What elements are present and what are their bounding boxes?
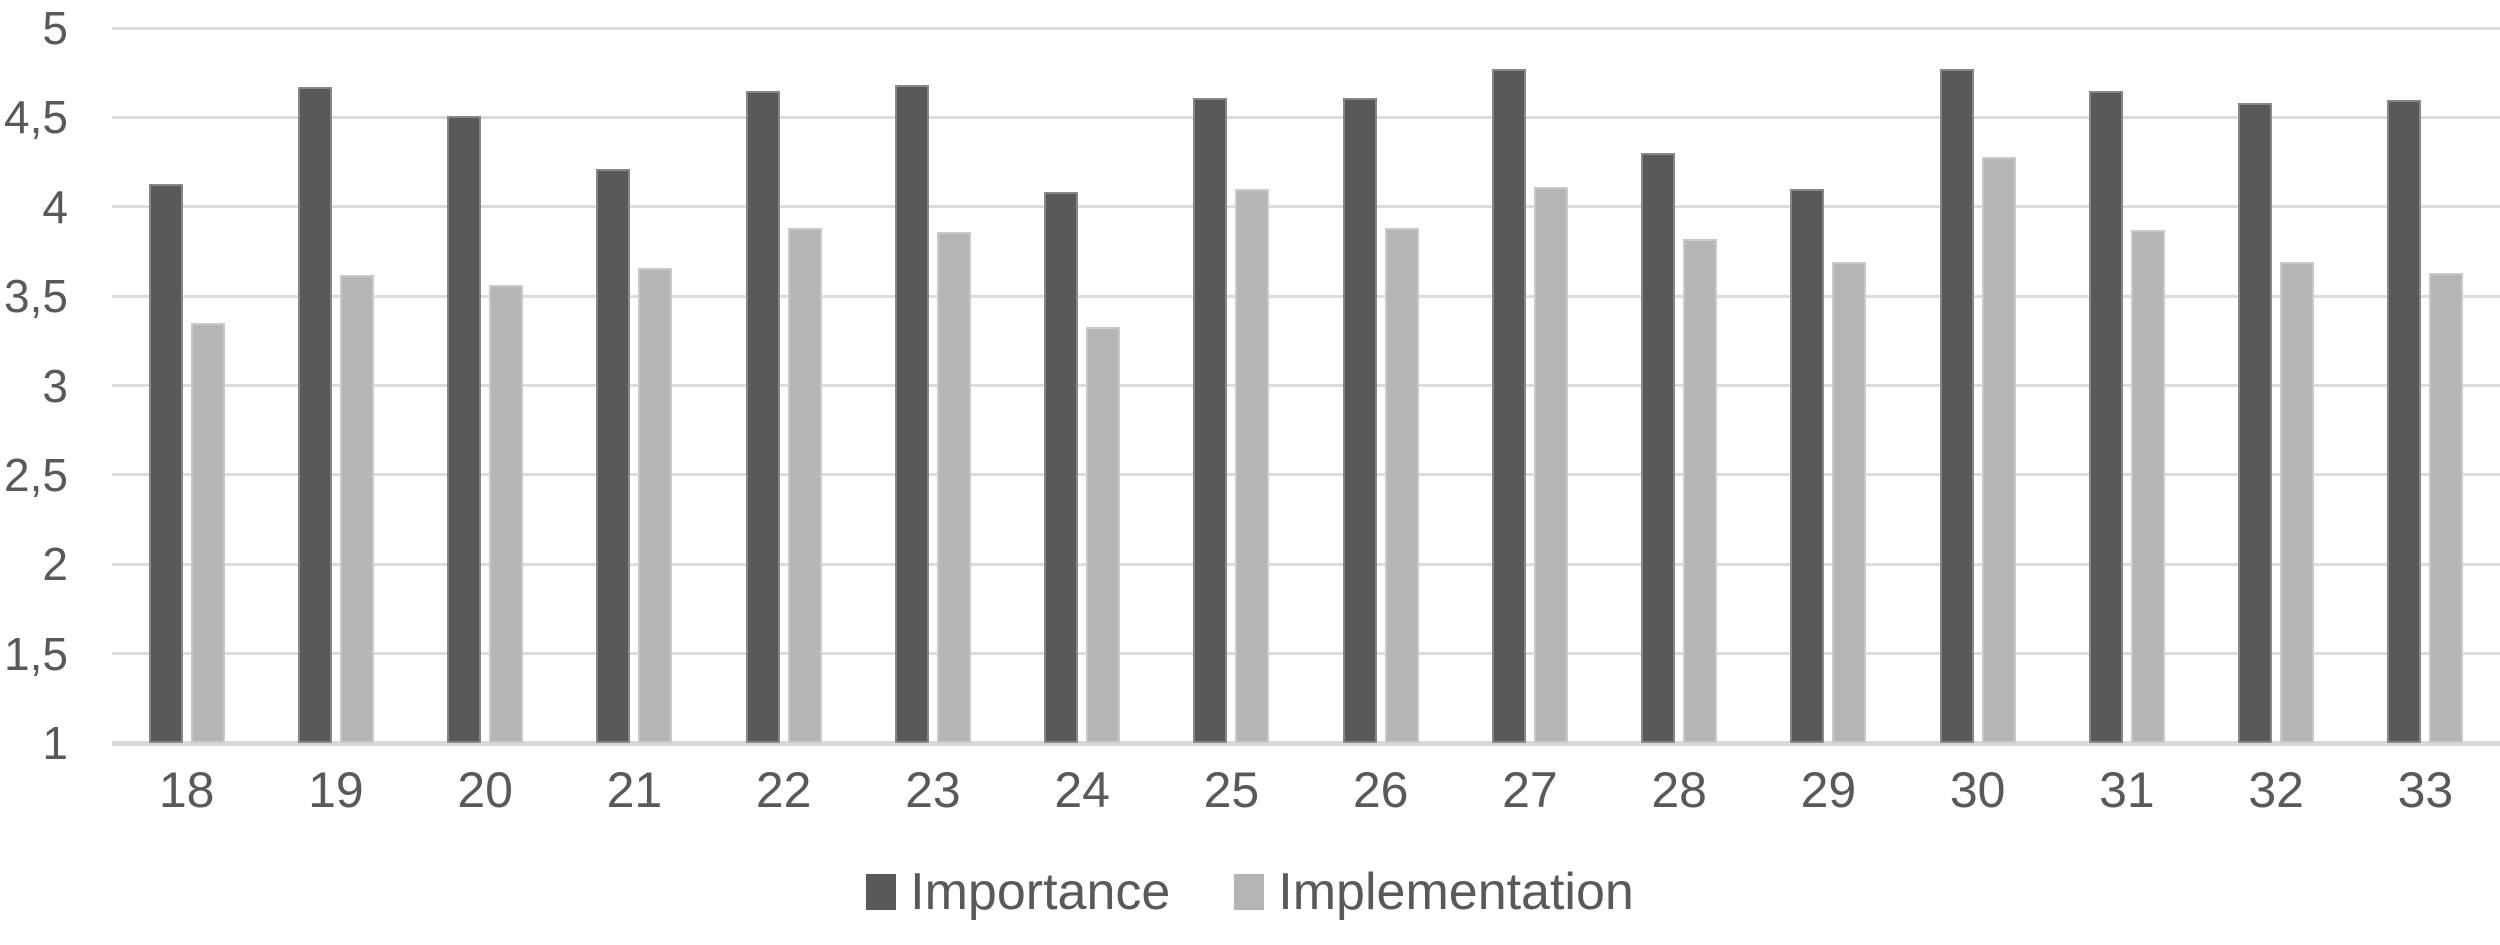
- y-tick-label: 5: [42, 2, 68, 54]
- gridline: [112, 26, 2500, 30]
- bar-importance-19: [297, 86, 332, 743]
- x-axis-baseline: [112, 741, 2500, 746]
- x-tick-label: 28: [1651, 762, 1707, 818]
- x-tick-label: 27: [1502, 762, 1558, 818]
- bar-implementation-32: [2280, 262, 2315, 743]
- bar-implementation-20: [489, 285, 524, 743]
- y-tick-label: 1,5: [4, 627, 68, 680]
- gridline: [112, 205, 2500, 209]
- bar-implementation-30: [1981, 156, 2016, 743]
- chart-legend: Importance Implementation: [0, 862, 2500, 922]
- x-tick-label: 26: [1352, 762, 1409, 818]
- x-tick-label: 24: [1054, 762, 1110, 818]
- bar-importance-21: [596, 169, 631, 743]
- bar-importance-24: [1044, 192, 1079, 743]
- y-tick-label: 3: [42, 359, 68, 412]
- bar-implementation-22: [787, 228, 822, 743]
- bar-implementation-24: [1086, 326, 1121, 743]
- x-tick-label: 21: [606, 762, 663, 818]
- bar-importance-26: [1342, 97, 1377, 743]
- bar-importance-28: [1641, 153, 1676, 743]
- legend-label: Implementation: [1278, 863, 1634, 921]
- legend-swatch-importance: [866, 874, 897, 910]
- gridline: [112, 473, 2500, 477]
- gridline: [112, 562, 2500, 566]
- y-tick-label: 1: [42, 717, 68, 769]
- x-tick-label: 25: [1203, 762, 1260, 818]
- legend-item-implementation: Implementation: [1234, 862, 1634, 922]
- bar-importance-23: [894, 85, 929, 743]
- bar-importance-18: [148, 183, 183, 743]
- x-tick-label: 29: [1800, 762, 1857, 818]
- bar-implementation-19: [339, 274, 374, 743]
- bar-importance-32: [2238, 103, 2273, 743]
- bar-importance-31: [2088, 90, 2123, 743]
- y-tick-label: 4: [42, 180, 68, 233]
- bar-implementation-29: [1832, 262, 1867, 743]
- legend-label: Importance: [910, 863, 1171, 921]
- y-tick-label: 3,5: [4, 270, 68, 323]
- gridline: [112, 294, 2500, 298]
- legend-swatch-implementation: [1234, 874, 1265, 910]
- y-tick-label: 2: [42, 538, 68, 591]
- x-tick-label: 22: [755, 762, 812, 818]
- bar-implementation-25: [1235, 188, 1270, 743]
- bar-importance-22: [745, 90, 780, 743]
- legend-item-importance: Importance: [866, 862, 1170, 922]
- x-tick-label: 32: [2248, 762, 2304, 818]
- bar-implementation-33: [2429, 272, 2464, 743]
- x-tick-label: 23: [905, 762, 961, 818]
- bar-importance-33: [2387, 99, 2422, 743]
- x-tick-label: 18: [158, 762, 215, 818]
- bar-importance-27: [1491, 69, 1526, 743]
- y-tick-label: 4,5: [4, 91, 68, 144]
- bar-importance-25: [1193, 97, 1228, 743]
- x-tick-label: 20: [457, 762, 513, 818]
- x-tick-label: 33: [2397, 762, 2454, 818]
- bar-implementation-26: [1384, 228, 1419, 743]
- bar-importance-30: [1939, 69, 1974, 743]
- bar-implementation-27: [1533, 187, 1568, 743]
- gridline: [112, 384, 2500, 387]
- bar-implementation-21: [638, 267, 673, 743]
- bar-importance-20: [447, 115, 482, 743]
- bar-implementation-18: [190, 322, 225, 743]
- bar-implementation-23: [936, 231, 971, 743]
- gridline: [112, 652, 2500, 656]
- y-tick-label: 2,5: [4, 448, 68, 501]
- bar-implementation-31: [2130, 229, 2165, 743]
- x-tick-label: 19: [308, 762, 364, 818]
- x-tick-label: 31: [2099, 762, 2155, 818]
- bar-importance-29: [1790, 188, 1825, 743]
- x-tick-label: 30: [1949, 762, 2006, 818]
- bar-implementation-28: [1683, 238, 1718, 743]
- gridline: [112, 115, 2500, 119]
